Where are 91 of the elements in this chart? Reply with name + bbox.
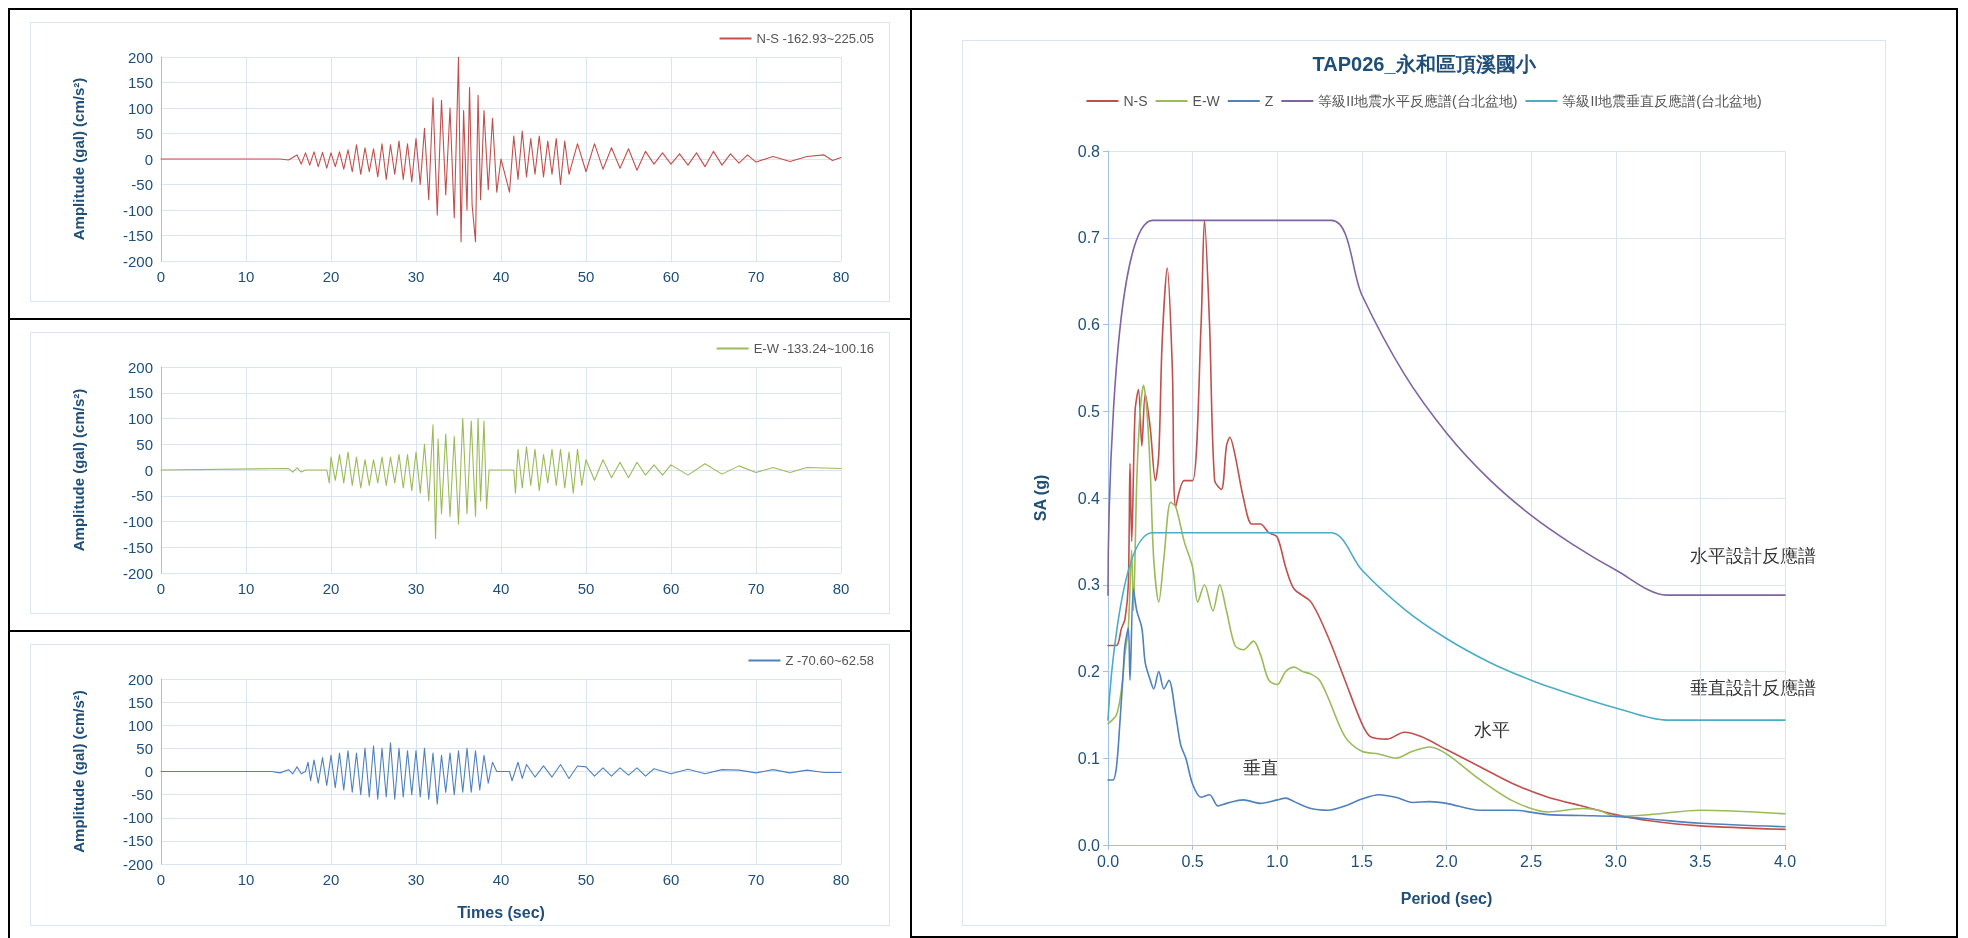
legend-label: E-W	[1192, 93, 1221, 109]
y-axis-title: Amplitude (gal) (cm/s²)	[70, 388, 87, 552]
x-axis-title: Times (sec)	[457, 903, 545, 921]
x-tick-label: 1.5	[1350, 852, 1374, 870]
y-tick-label: -200	[122, 252, 153, 270]
y-tick-label: 0.4	[1077, 489, 1101, 507]
y-tick-label: 150	[127, 74, 153, 91]
y-tick-label: 200	[127, 670, 153, 688]
x-tick-label: 60	[662, 268, 680, 285]
x-tick-label: 0	[156, 268, 166, 285]
y-tick-label: 0.1	[1077, 749, 1101, 767]
y-tick-label: 0.3	[1077, 576, 1101, 594]
x-tick-label: 40	[492, 580, 510, 597]
legend-label: Z	[1264, 93, 1274, 109]
legend-label: N-S	[1123, 93, 1148, 109]
line-series	[160, 417, 842, 540]
y-axis-title: Amplitude (gal) (cm/s²)	[70, 77, 87, 241]
x-tick-label: 0	[156, 580, 166, 597]
y-tick-label: -150	[122, 538, 153, 556]
x-tick-label: 80	[832, 871, 850, 888]
y-tick-label: 50	[136, 125, 153, 142]
x-tick-label: 1.0	[1266, 852, 1289, 870]
legend-label: 等級II地震垂直反應譜(台北盆地)	[1562, 93, 1762, 109]
legend-label: Z -70.60~62.58	[785, 653, 875, 668]
x-tick-label: 40	[492, 871, 510, 888]
x-tick-label: 50	[577, 268, 595, 285]
x-axis-title: Period (sec)	[1400, 889, 1493, 907]
legend-label: N-S -162.93~225.05	[756, 31, 875, 46]
x-tick-label: 30	[407, 871, 425, 888]
y-tick-label: 100	[127, 99, 153, 117]
x-tick-label: 20	[322, 580, 340, 597]
y-tick-label: -200	[122, 855, 153, 873]
x-tick-label: 60	[662, 871, 680, 888]
x-tick-label: 0	[156, 871, 166, 888]
x-tick-label: 10	[237, 871, 255, 888]
y-tick-label: 0	[144, 763, 153, 780]
y-tick-label: 0.5	[1077, 402, 1101, 420]
y-axis-title: SA (g)	[1031, 474, 1049, 522]
x-tick-label: 50	[577, 580, 595, 597]
y-tick-label: 100	[127, 716, 153, 734]
x-tick-label: 30	[407, 580, 425, 597]
y-tick-label: 0	[144, 150, 153, 168]
x-tick-label: 20	[322, 268, 340, 285]
x-tick-label: 3.0	[1604, 852, 1627, 870]
x-tick-label: 2.0	[1435, 852, 1458, 870]
y-tick-label: 50	[136, 739, 153, 757]
y-tick-label: -200	[122, 564, 153, 582]
x-tick-label: 60	[662, 580, 680, 597]
x-tick-label: 10	[237, 268, 255, 285]
x-tick-label: 30	[407, 268, 425, 285]
y-tick-label: -100	[122, 809, 153, 827]
y-axis-title: Amplitude (gal) (cm/s²)	[70, 690, 87, 853]
x-tick-label: 4.0	[1773, 852, 1797, 870]
x-tick-label: 80	[832, 580, 850, 597]
chart-title: TAP026_永和區頂溪國小	[1312, 53, 1537, 75]
x-tick-label: 0.5	[1181, 852, 1204, 870]
x-tick-label: 10	[237, 580, 255, 597]
annotation: 水平	[1473, 718, 1510, 740]
x-tick-label: 2.5	[1520, 852, 1543, 870]
y-tick-label: 0.6	[1077, 316, 1101, 333]
y-tick-label: -50	[131, 786, 153, 804]
y-tick-label: 200	[127, 48, 153, 66]
y-tick-label: -50	[131, 487, 153, 505]
y-tick-label: 50	[136, 435, 153, 453]
y-tick-label: 0.2	[1077, 663, 1101, 680]
y-tick-label: 0.8	[1077, 142, 1101, 160]
y-tick-label: -150	[122, 832, 153, 850]
x-tick-label: 20	[322, 871, 340, 888]
y-tick-label: 0.7	[1077, 229, 1101, 247]
y-tick-label: 150	[127, 384, 153, 402]
y-tick-label: 200	[127, 358, 153, 376]
y-tick-label: -100	[122, 201, 153, 219]
x-tick-label: 40	[492, 268, 510, 285]
y-tick-label: -150	[122, 227, 153, 244]
x-tick-label: 80	[832, 268, 850, 285]
legend-label: E-W -133.24~100.16	[753, 341, 874, 356]
y-tick-label: 100	[127, 410, 153, 427]
annotation: 垂直	[1243, 756, 1280, 778]
x-tick-label: 3.5	[1689, 852, 1712, 870]
y-tick-label: 0	[144, 461, 153, 479]
y-tick-label: -50	[131, 176, 153, 193]
legend-label: 等級II地震水平反應譜(台北盆地)	[1318, 93, 1518, 109]
line-series	[160, 742, 842, 805]
x-tick-label: 0.0	[1096, 852, 1120, 870]
x-tick-label: 70	[747, 871, 765, 888]
y-tick-label: 150	[127, 693, 153, 711]
y-tick-label: -100	[122, 513, 153, 530]
x-tick-label: 50	[577, 871, 595, 888]
y-tick-label: 0.0	[1077, 836, 1101, 854]
x-tick-label: 70	[747, 268, 765, 285]
x-tick-label: 70	[747, 580, 765, 597]
